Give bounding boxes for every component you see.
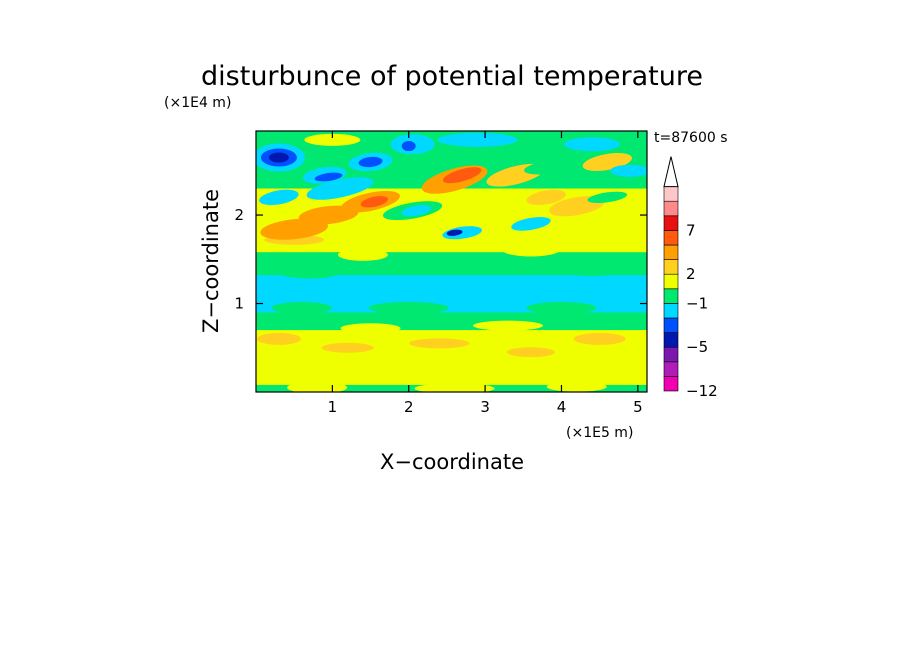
contour-region xyxy=(414,383,495,392)
contour-region xyxy=(437,132,518,147)
colorbar-extend-arrow xyxy=(663,156,679,188)
colorbar-cell xyxy=(663,303,679,319)
contour-region xyxy=(384,262,465,275)
colorbar-cell xyxy=(663,288,679,304)
colorbar-cell xyxy=(663,259,679,275)
contour-region xyxy=(526,189,566,206)
contour-region xyxy=(360,196,389,208)
colorbar-cell xyxy=(663,273,679,290)
colorbar-label: 2 xyxy=(686,265,696,283)
y-axis: 12 xyxy=(234,206,647,313)
colorbar-cell xyxy=(663,186,679,202)
y-tick-label: 2 xyxy=(234,206,244,224)
x-scale-label: (×1E5 m) xyxy=(566,425,633,441)
contour-region xyxy=(340,323,401,334)
contour-region xyxy=(306,177,374,200)
colorbar-cell xyxy=(663,230,679,246)
colorbar-cell xyxy=(663,215,679,231)
colorbar-cell xyxy=(663,346,679,363)
contour-region xyxy=(435,293,536,306)
contour-region xyxy=(573,332,626,345)
contour-region xyxy=(401,141,416,152)
contour-region xyxy=(358,156,383,168)
contour-region xyxy=(455,205,515,226)
contour-region xyxy=(442,167,482,184)
colorbar-cell xyxy=(663,200,679,217)
contour-region xyxy=(442,226,483,240)
y-axis-label: Z−coordinate xyxy=(199,189,223,333)
x-tick-label: 5 xyxy=(633,398,643,416)
x-tick-label: 3 xyxy=(480,398,490,416)
contour-region xyxy=(446,229,463,236)
plot-frame xyxy=(255,130,648,393)
colorbar-label: −12 xyxy=(686,382,718,400)
chart-title: disturbunce of potential temperature xyxy=(201,61,703,92)
contour-region xyxy=(502,244,559,257)
x-tick-label: 4 xyxy=(557,398,567,416)
contour-region xyxy=(473,320,544,331)
x-tick-label: 1 xyxy=(328,398,338,416)
contour-region xyxy=(524,158,584,175)
colorbar-cell xyxy=(663,317,679,333)
contour-region xyxy=(268,152,289,163)
colorbar-cell xyxy=(663,361,679,377)
contour-region xyxy=(321,342,374,353)
time-label: t=87600 s xyxy=(654,130,728,146)
contour-region xyxy=(506,347,555,358)
colorbar: −12−5−127 xyxy=(663,156,718,400)
colorbar-label: 7 xyxy=(686,221,696,239)
colorbar-label: −5 xyxy=(686,338,708,356)
y-tick-label: 1 xyxy=(234,295,244,313)
y-scale-label: (×1E4 m) xyxy=(164,95,231,111)
contour-region xyxy=(564,137,621,152)
plot-area xyxy=(256,131,647,392)
contour-field xyxy=(256,131,647,392)
x-tick-label: 2 xyxy=(404,398,414,416)
contour-region xyxy=(314,172,343,182)
contour-region xyxy=(368,301,449,314)
contour-region xyxy=(256,332,301,345)
contour-region xyxy=(511,217,551,231)
x-axis: 1 2 3 4 5 xyxy=(328,131,643,416)
contour-region xyxy=(304,133,361,146)
contour-region xyxy=(546,381,607,392)
contour-region xyxy=(315,289,396,300)
contour-region xyxy=(557,263,628,276)
colorbar-cell xyxy=(663,332,679,348)
colorbar-label: −1 xyxy=(686,294,708,312)
contour-region xyxy=(409,338,470,349)
contour-region xyxy=(337,248,388,261)
x-axis-label: X−coordinate xyxy=(380,450,524,474)
contour-region xyxy=(587,191,628,204)
contour-region xyxy=(279,266,340,279)
colorbar-cell xyxy=(663,244,679,260)
contour-region xyxy=(401,205,432,217)
contour-region xyxy=(526,301,597,314)
contour-region xyxy=(259,189,299,206)
contour-region xyxy=(610,164,647,177)
contour-region xyxy=(271,301,332,314)
colorbar-cell xyxy=(663,376,679,392)
